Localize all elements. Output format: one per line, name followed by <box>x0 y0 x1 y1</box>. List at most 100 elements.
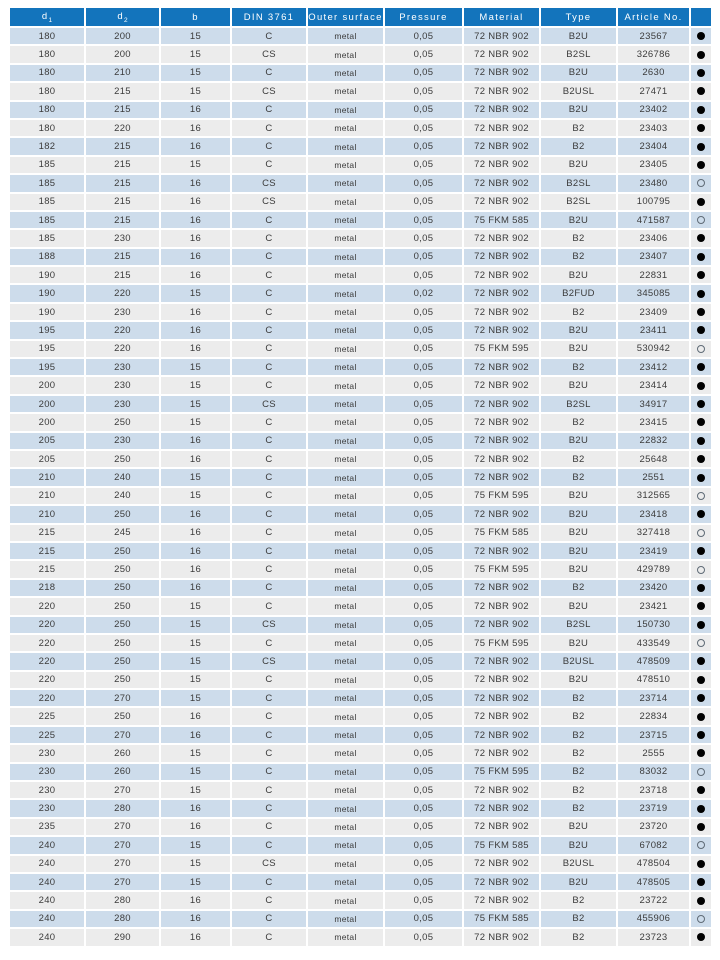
cell-article-no: 327418 <box>618 524 689 541</box>
cell-availability <box>691 83 711 100</box>
cell-outer-surface: metal <box>308 506 383 523</box>
cell-din-3761: C <box>232 101 306 118</box>
availability-filled-icon <box>697 859 705 868</box>
cell-availability <box>691 598 711 615</box>
cell-type: B2 <box>541 469 616 486</box>
cell-d1: 205 <box>10 450 84 468</box>
cell-material: 72 NBR 902 <box>464 193 539 210</box>
cell-d1: 182 <box>10 138 84 155</box>
cell-article-no: 478505 <box>618 873 689 891</box>
cell-article-no: 23419 <box>618 542 689 560</box>
cell-type: B2U <box>541 211 616 229</box>
cell-outer-surface: metal <box>308 267 383 284</box>
cell-b: 16 <box>161 800 230 817</box>
cell-article-no: 150730 <box>618 616 689 633</box>
cell-din-3761: C <box>232 340 306 358</box>
cell-pressure: 0,05 <box>385 83 462 100</box>
cell-outer-surface: metal <box>308 616 383 633</box>
availability-open-icon <box>697 565 705 574</box>
availability-filled-icon <box>697 363 705 372</box>
cell-d2: 215 <box>86 248 159 266</box>
cell-outer-surface: metal <box>308 818 383 836</box>
cell-type: B2 <box>541 929 616 946</box>
cell-outer-surface: metal <box>308 156 383 174</box>
availability-filled-icon <box>697 786 705 795</box>
cell-outer-surface: metal <box>308 892 383 909</box>
cell-d1: 180 <box>10 119 84 137</box>
cell-pressure: 0,05 <box>385 46 462 63</box>
cell-outer-surface: metal <box>308 855 383 872</box>
cell-pressure: 0,05 <box>385 818 462 836</box>
cell-b: 16 <box>161 230 230 247</box>
cell-article-no: 23409 <box>618 303 689 321</box>
cell-d2: 220 <box>86 322 159 339</box>
cell-outer-surface: metal <box>308 377 383 394</box>
cell-b: 16 <box>161 340 230 358</box>
cell-outer-surface: metal <box>308 248 383 266</box>
cell-article-no: 23480 <box>618 175 689 192</box>
cell-pressure: 0,05 <box>385 432 462 449</box>
cell-pressure: 0,05 <box>385 101 462 118</box>
cell-pressure: 0,05 <box>385 230 462 247</box>
cell-material: 72 NBR 902 <box>464 506 539 523</box>
cell-d2: 250 <box>86 671 159 689</box>
table-row: 240 270 15 CS metal 0,05 72 NBR 902 B2USL 478504 <box>10 855 711 872</box>
cell-din-3761: C <box>232 745 306 762</box>
cell-availability <box>691 782 711 799</box>
cell-d2: 215 <box>86 193 159 210</box>
cell-din-3761: C <box>232 506 306 523</box>
cell-d1: 190 <box>10 285 84 302</box>
availability-filled-icon <box>697 326 705 335</box>
cell-d2: 270 <box>86 873 159 891</box>
availability-open-icon <box>697 841 705 850</box>
cell-article-no: 23421 <box>618 598 689 615</box>
cell-material: 72 NBR 902 <box>464 101 539 118</box>
cell-pressure: 0,05 <box>385 598 462 615</box>
cell-d2: 250 <box>86 616 159 633</box>
cell-b: 15 <box>161 763 230 781</box>
cell-pressure: 0,05 <box>385 837 462 854</box>
cell-availability <box>691 763 711 781</box>
cell-type: B2 <box>541 248 616 266</box>
cell-article-no: 23405 <box>618 156 689 174</box>
cell-material: 75 FKM 585 <box>464 910 539 928</box>
cell-d2: 250 <box>86 542 159 560</box>
cell-d1: 230 <box>10 800 84 817</box>
cell-d1: 185 <box>10 175 84 192</box>
cell-b: 15 <box>161 855 230 872</box>
cell-d1: 200 <box>10 414 84 431</box>
cell-b: 15 <box>161 837 230 854</box>
availability-filled-icon <box>697 436 705 445</box>
cell-article-no: 471587 <box>618 211 689 229</box>
cell-b: 15 <box>161 285 230 302</box>
cell-d2: 215 <box>86 211 159 229</box>
availability-filled-icon <box>697 878 705 887</box>
availability-filled-icon <box>697 620 705 629</box>
cell-b: 16 <box>161 818 230 836</box>
table-row: 180 215 15 CS metal 0,05 72 NBR 902 B2USL 27471 <box>10 83 711 100</box>
cell-pressure: 0,05 <box>385 855 462 872</box>
cell-pressure: 0,05 <box>385 910 462 928</box>
cell-type: B2 <box>541 359 616 376</box>
cell-d2: 250 <box>86 653 159 670</box>
cell-article-no: 478510 <box>618 671 689 689</box>
cell-material: 72 NBR 902 <box>464 450 539 468</box>
cell-article-no: 23718 <box>618 782 689 799</box>
availability-open-icon <box>697 528 705 537</box>
cell-type: B2SL <box>541 46 616 63</box>
cell-pressure: 0,05 <box>385 524 462 541</box>
cell-d2: 260 <box>86 763 159 781</box>
cell-din-3761: C <box>232 267 306 284</box>
cell-availability <box>691 28 711 45</box>
table-row: 220 250 15 CS metal 0,05 72 NBR 902 B2USL 478509 <box>10 653 711 670</box>
cell-type: B2U <box>541 322 616 339</box>
